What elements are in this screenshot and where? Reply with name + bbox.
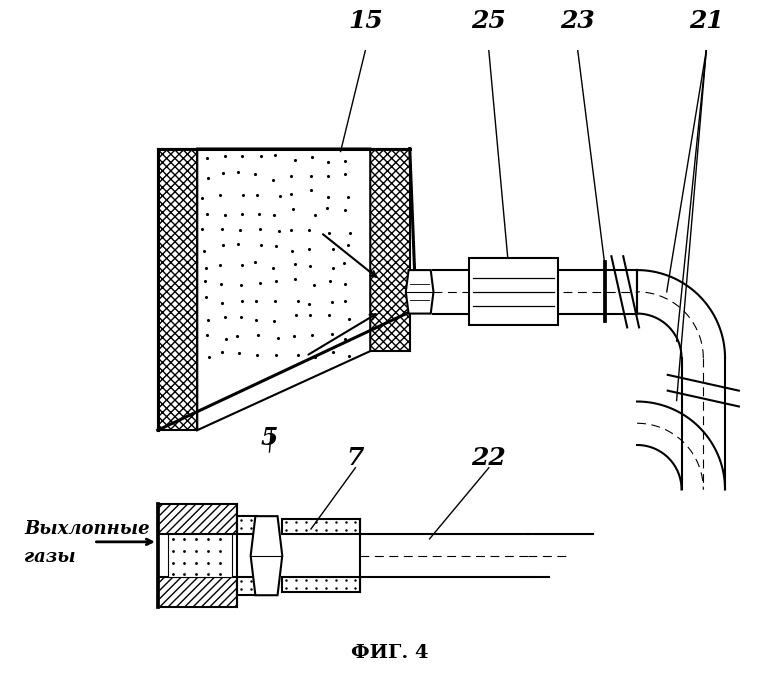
Polygon shape: [282, 577, 360, 592]
Polygon shape: [370, 148, 410, 351]
Text: ФИГ. 4: ФИГ. 4: [351, 643, 429, 662]
Polygon shape: [158, 148, 197, 430]
Polygon shape: [158, 504, 237, 534]
Polygon shape: [469, 258, 558, 325]
Text: Выхлопные: Выхлопные: [24, 520, 150, 538]
Polygon shape: [282, 519, 360, 534]
Text: газы: газы: [24, 548, 76, 566]
Polygon shape: [237, 577, 257, 595]
Text: 25: 25: [471, 9, 506, 33]
Polygon shape: [197, 148, 370, 430]
Text: 15: 15: [348, 9, 383, 33]
Text: 21: 21: [689, 9, 724, 33]
Polygon shape: [406, 270, 434, 313]
Polygon shape: [168, 534, 232, 577]
Text: 22: 22: [471, 446, 506, 470]
Polygon shape: [237, 516, 257, 534]
Text: 7: 7: [347, 446, 364, 470]
Text: 5: 5: [261, 426, 278, 450]
Polygon shape: [250, 516, 282, 595]
Text: 23: 23: [560, 9, 595, 33]
Polygon shape: [158, 577, 237, 607]
